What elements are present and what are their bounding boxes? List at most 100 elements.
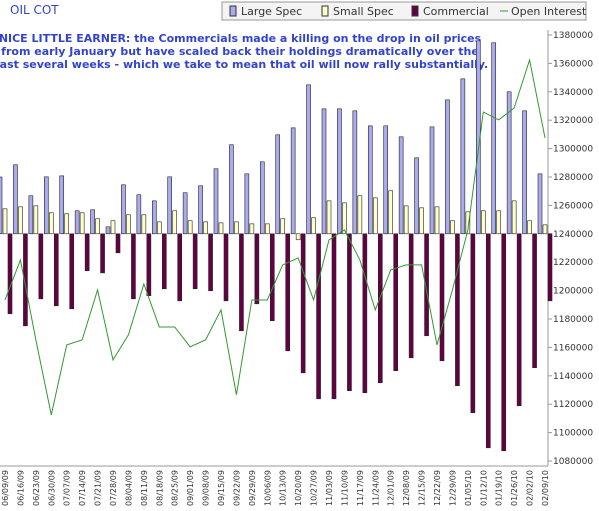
x-tick-label: 02/02/10: [526, 470, 535, 506]
bar: [203, 221, 208, 235]
bar: [259, 161, 265, 235]
x-tick-label: 08/11/09: [140, 470, 149, 506]
bar: [229, 144, 234, 235]
x-tick-label: 01/05/10: [464, 470, 473, 506]
bar: [429, 126, 435, 235]
bar: [372, 197, 378, 235]
bar: [388, 190, 394, 235]
bar: [74, 210, 80, 235]
bar: [95, 218, 100, 235]
x-tick-label: 09/22/09: [232, 470, 241, 506]
x-tick-label: 01/26/10: [510, 470, 519, 506]
bar: [398, 136, 404, 235]
line: [4, 57, 546, 415]
y2-tick-label: 1340000: [553, 88, 593, 98]
bar: [434, 206, 440, 235]
chart-title: OIL COT: [10, 3, 59, 17]
bar: [450, 220, 455, 235]
bar: [285, 233, 291, 352]
bar: [465, 211, 471, 235]
x-tick-label: 11/10/09: [340, 470, 349, 506]
y2-tick-label: 1160000: [553, 343, 593, 353]
bar: [84, 233, 90, 272]
bar: [223, 233, 229, 302]
bar: [439, 233, 445, 362]
bar: [275, 134, 281, 235]
bar: [342, 202, 347, 235]
bar: [53, 233, 59, 307]
bar: [110, 220, 116, 235]
bar: [69, 233, 75, 310]
bar: [13, 164, 18, 235]
bar: [516, 233, 522, 407]
bar: [177, 233, 183, 302]
x-tick-label: 07/21/09: [94, 470, 103, 506]
bar: [295, 233, 301, 241]
y2-tick-label: 1320000: [553, 116, 593, 126]
bar: [136, 194, 142, 235]
bar: [377, 233, 383, 384]
bar: [100, 233, 105, 274]
bar: [264, 223, 270, 235]
legend-swatch: [321, 5, 329, 17]
bar: [501, 233, 507, 452]
bar: [316, 233, 321, 400]
y2-tick-label: 1260000: [553, 201, 593, 211]
bar: [2, 208, 8, 235]
bar: [414, 157, 419, 235]
legend-swatch: [411, 5, 419, 17]
bar: [300, 233, 306, 374]
x-tick-label: 12/01/09: [387, 470, 396, 506]
bar: [347, 233, 352, 392]
bar: [115, 233, 121, 254]
x-tick-label: 11/24/09: [371, 470, 380, 506]
bar: [38, 233, 44, 300]
bar: [424, 233, 429, 337]
bar: [393, 233, 399, 371]
bar: [23, 233, 28, 327]
annotation: NICE LITTLE EARNER: the Commercials made…: [0, 32, 482, 45]
bar: [0, 176, 3, 235]
x-tick-label: 09/29/09: [248, 470, 257, 506]
bar: [121, 184, 126, 235]
bar: [28, 195, 34, 235]
bar: [213, 168, 219, 235]
legend-label: Large Spec: [241, 5, 302, 18]
bar: [131, 233, 136, 300]
y2-tick-label: 1180000: [553, 315, 593, 325]
bar: [126, 214, 131, 235]
x-tick-label: 01/19/10: [495, 470, 504, 506]
bar: [352, 110, 358, 235]
bar: [337, 108, 342, 235]
y2-tick-label: 1380000: [553, 31, 593, 41]
bar: [491, 42, 497, 235]
x-tick-label: 08/04/09: [124, 470, 133, 506]
bar: [167, 176, 173, 235]
y2-tick-label: 1240000: [553, 230, 593, 240]
bar: [542, 224, 548, 235]
bar: [254, 233, 260, 305]
bar: [192, 233, 198, 290]
bar: [321, 108, 327, 235]
x-tick-label: 10/27/09: [310, 470, 319, 506]
bar: [156, 221, 162, 235]
bar: [146, 233, 152, 297]
bar: [383, 125, 389, 235]
x-tick-label: 07/07/09: [63, 470, 72, 506]
bar: [290, 127, 296, 235]
x-tick-label: 06/23/09: [32, 470, 41, 506]
bar: [161, 233, 167, 290]
bar: [506, 91, 512, 235]
bar: [480, 210, 486, 235]
x-tick-label: 08/18/09: [155, 470, 164, 506]
bar: [280, 218, 286, 235]
bar: [79, 212, 85, 235]
y2-tick-label: 1080000: [553, 457, 593, 467]
bar: [460, 78, 466, 235]
bar: [532, 233, 537, 369]
bar: [367, 125, 373, 235]
x-tick-label: 12/29/09: [448, 470, 457, 506]
legend-label: Open Interest: [511, 5, 587, 18]
bar: [311, 217, 316, 235]
